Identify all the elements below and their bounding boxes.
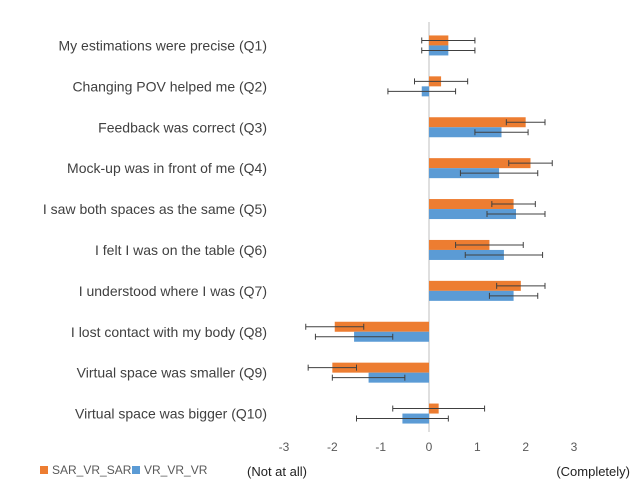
error-bar-vr-vr-vr-q4 [459, 170, 539, 177]
error-bar-sar-vr-sar-q9 [307, 364, 357, 371]
bar-sar-vr-sar-q3 [429, 117, 526, 128]
category-label-q6: I felt I was on the table (Q6) [95, 242, 267, 258]
error-bar-sar-vr-sar-q2 [414, 78, 469, 85]
error-bar-vr-vr-vr-q10 [356, 415, 449, 422]
error-bar-sar-vr-sar-q1 [421, 37, 476, 44]
category-label-q5: I saw both spaces as the same (Q5) [43, 201, 267, 217]
x-tick-label: 3 [571, 440, 578, 454]
bar-vr-vr-vr-q7 [429, 290, 514, 301]
error-bar-vr-vr-vr-q2 [387, 88, 457, 95]
legend-swatch-vr-vr-vr [132, 466, 140, 474]
x-end-label-right: (Completely) [556, 464, 630, 479]
bars [332, 35, 531, 424]
error-bar-vr-vr-vr-q3 [474, 129, 529, 136]
category-label-q4: Mock-up was in front of me (Q4) [67, 160, 267, 176]
bar-sar-vr-sar-q4 [429, 158, 531, 169]
x-tick-label: -3 [279, 440, 290, 454]
bar-sar-vr-sar-q5 [429, 199, 514, 210]
error-bar-vr-vr-vr-q5 [486, 211, 546, 218]
error-bar-sar-vr-sar-q7 [496, 282, 546, 289]
bar-vr-vr-vr-q5 [429, 209, 516, 220]
x-end-label-left: (Not at all) [247, 464, 307, 479]
legend-swatch-sar-vr-sar [40, 466, 48, 474]
error-bar-sar-vr-sar-q5 [491, 201, 536, 208]
error-bars [305, 37, 553, 422]
category-label-q1: My estimations were precise (Q1) [58, 37, 267, 53]
x-tick-label: 0 [426, 440, 433, 454]
category-label-q2: Changing POV helped me (Q2) [72, 78, 267, 94]
error-bar-sar-vr-sar-q4 [508, 160, 553, 167]
category-label-q3: Feedback was correct (Q3) [98, 119, 267, 135]
bar-sar-vr-sar-q7 [429, 280, 521, 291]
x-tick-labels: -3 -2 -1 0 1 2 3 [279, 440, 578, 454]
legend-label-vr-vr-vr: VR_VR_VR [144, 463, 208, 477]
error-bar-vr-vr-vr-q8 [314, 333, 394, 340]
bar-sar-vr-sar-q9 [332, 362, 429, 373]
error-bar-sar-vr-sar-q3 [505, 119, 546, 126]
x-tick-label: -1 [375, 440, 386, 454]
category-labels: My estimations were precise (Q1) Changing… [43, 37, 267, 421]
bar-sar-vr-sar-q8 [334, 321, 429, 332]
category-label-q10: Virtual space was bigger (Q10) [75, 406, 267, 422]
error-bar-vr-vr-vr-q6 [464, 251, 544, 258]
category-label-q7: I understood where I was (Q7) [79, 283, 267, 299]
bar-vr-vr-vr-q3 [429, 127, 502, 138]
x-tick-label: 2 [522, 440, 529, 454]
error-bar-vr-vr-vr-q9 [331, 374, 406, 381]
category-label-q8: I lost contact with my body (Q8) [71, 324, 267, 340]
error-bar-sar-vr-sar-q6 [455, 241, 524, 248]
error-bar-vr-vr-vr-q1 [421, 47, 476, 54]
x-tick-label: -2 [327, 440, 338, 454]
error-bar-sar-vr-sar-q10 [392, 405, 486, 412]
category-label-q9: Virtual space was smaller (Q9) [77, 365, 267, 381]
error-bar-vr-vr-vr-q7 [488, 292, 539, 299]
legend-label-sar-vr-sar: SAR_VR_SAR [52, 463, 132, 477]
x-tick-label: 1 [474, 440, 481, 454]
error-bar-sar-vr-sar-q8 [305, 323, 365, 330]
legend: SAR_VR_SAR VR_VR_VR [40, 463, 208, 477]
